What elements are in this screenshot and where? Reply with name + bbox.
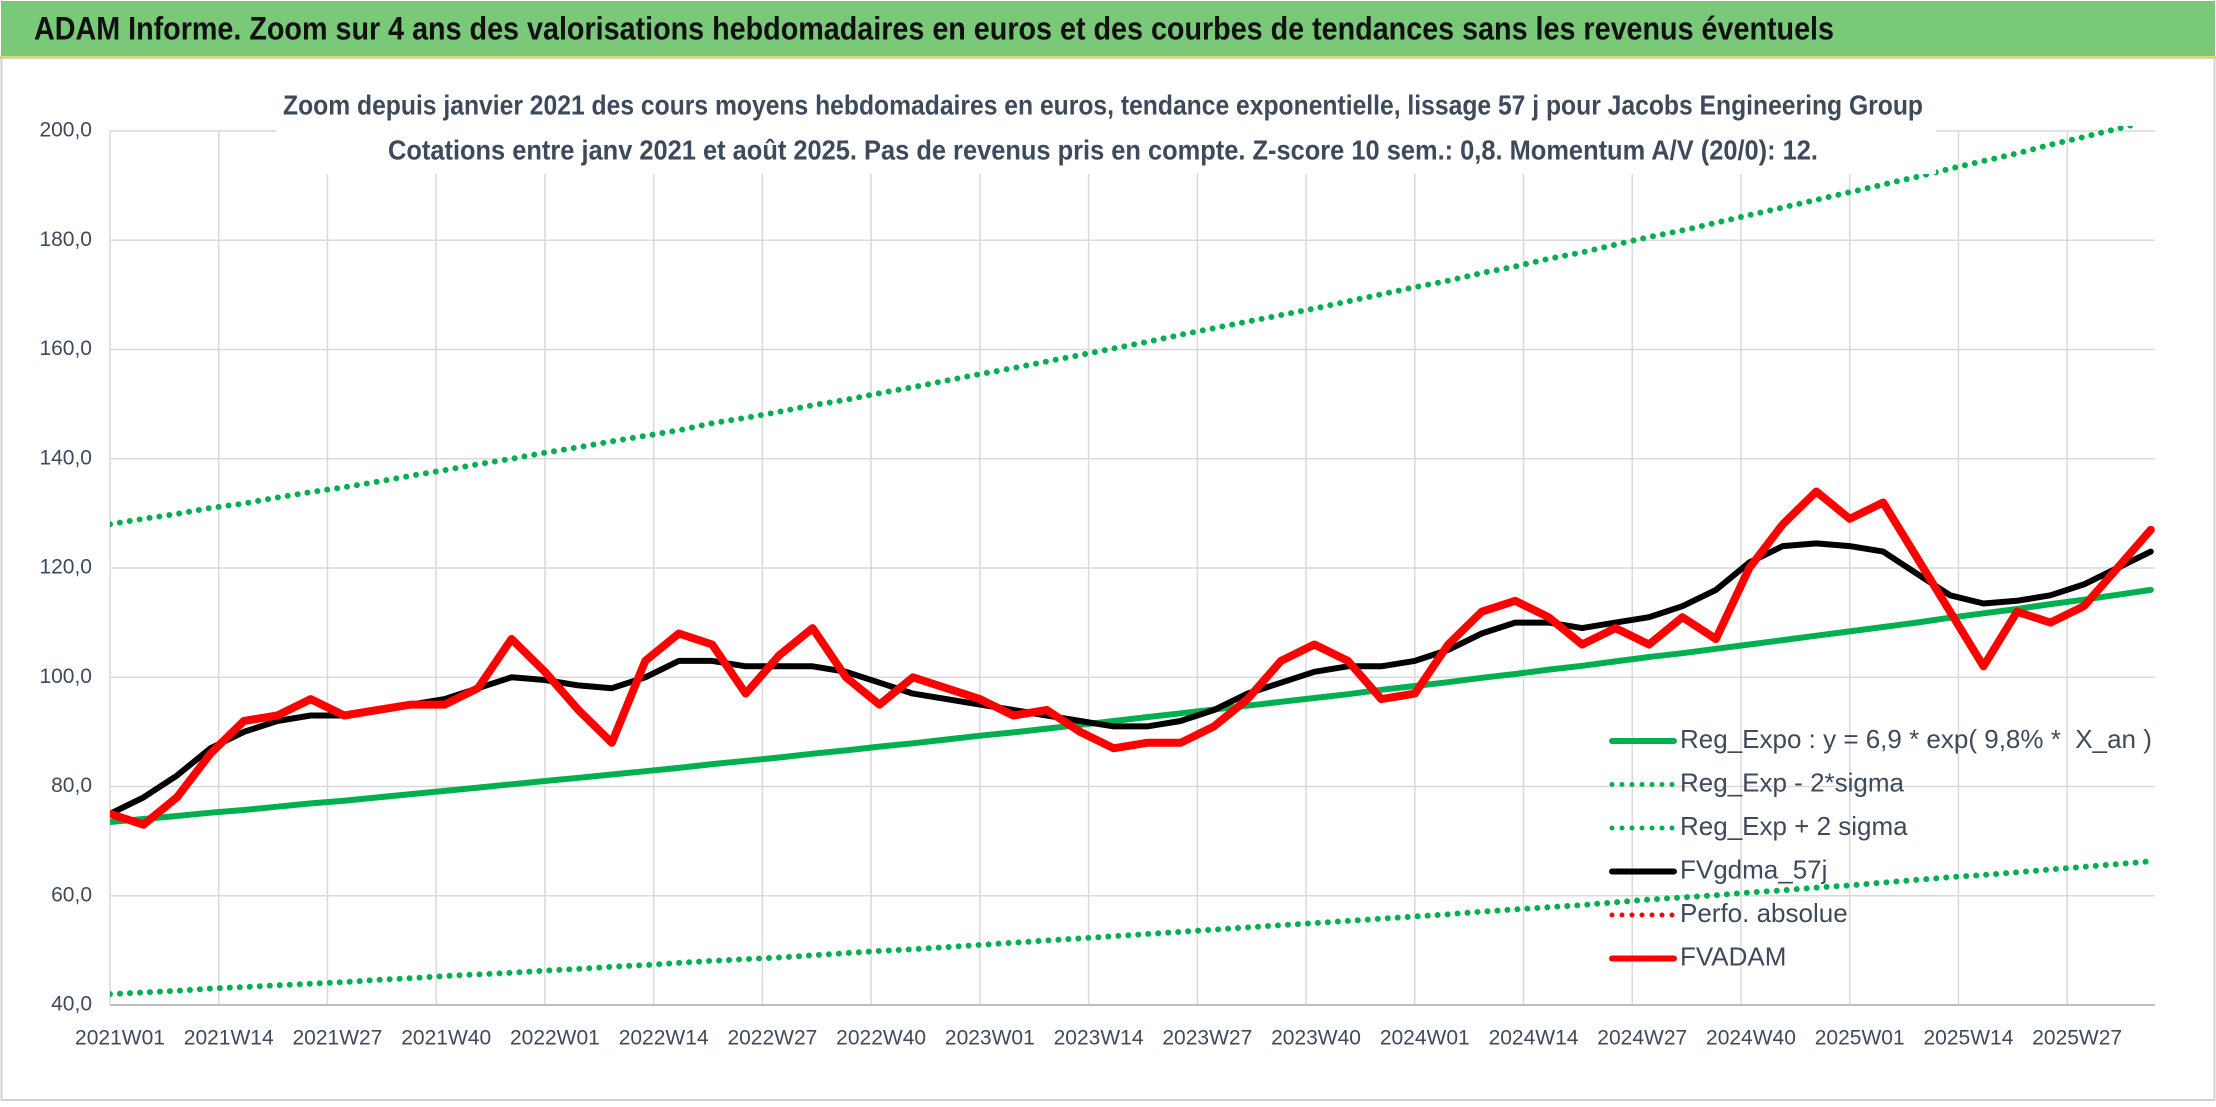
series-line [110,540,2154,817]
y-tick-label: 120,0 [39,556,92,579]
title-box [276,84,1936,174]
plot-lines [110,126,2155,998]
y-tick-label: 80,0 [51,774,92,797]
x-tick-label: 2023W01 [945,1027,1035,1050]
legend-label: Reg_Exp + 2 sigma [1680,811,1908,841]
series-line [110,487,2155,829]
x-tick-label: 2025W27 [2032,1027,2122,1050]
x-tick-label: 2023W40 [1271,1027,1361,1050]
header-bar [1,1,2215,57]
chart-title: Zoom depuis janvier 2021 des cours moyen… [283,89,1923,120]
header-title: ADAM Informe. Zoom sur 4 ans des valoris… [34,10,1834,46]
x-tick-label: 2022W40 [836,1027,926,1050]
series-line [110,586,2154,825]
x-tick-label: 2021W01 [75,1027,165,1050]
y-tick-label: 60,0 [51,883,92,906]
legend-label: Reg_Expo : y = 6,9 * exp( 9,8% * X_an ) [1680,724,2152,754]
series-line [110,858,2154,998]
x-tick-label: 2021W27 [293,1027,383,1050]
legend-label: Reg_Exp - 2*sigma [1680,767,1905,797]
x-tick-label: 2022W27 [727,1027,817,1050]
x-tick-label: 2021W14 [184,1027,274,1050]
labels: 40,0 60,0 80,0 100,0 120,0 140,0 160,0 180,0 200… [39,119,2122,1050]
frame [0,57,2216,1101]
y-tick-label: 160,0 [39,337,92,360]
x-tick-label: 2021W40 [401,1027,491,1050]
legend-label: Perfo. absolue [1680,898,1848,928]
x-tick-label: 2024W40 [1706,1027,1796,1050]
y-tick-label: 100,0 [39,665,92,688]
x-tick-label: 2022W14 [619,1027,709,1050]
legend: Reg_Expo : y = 6,9 * exp( 9,8% * X_an ) R… [1609,724,2152,971]
x-tick-label: 2023W14 [1054,1027,1144,1050]
chart-subtitle: Cotations entre janv 2021 et août 2025. … [388,134,1818,165]
x-tick-label: 2024W27 [1597,1027,1687,1050]
x-tick-label: 2024W01 [1380,1027,1470,1050]
x-tick-label: 2025W14 [1923,1027,2013,1050]
grid [109,130,2155,1006]
y-tick-label: 200,0 [39,119,92,142]
y-tick-label: 180,0 [39,228,92,251]
legend-label: FVgdma_57j [1680,854,1827,884]
x-tick-label: 2023W27 [1162,1027,1252,1050]
x-tick-label: 2022W01 [510,1027,600,1050]
x-tick-label: 2025W01 [1815,1027,1905,1050]
legend-label: FVADAM [1680,941,1786,971]
x-tick-label: 2024W14 [1489,1027,1579,1050]
y-tick-label: 140,0 [39,446,92,469]
y-tick-label: 40,0 [51,993,92,1016]
series-line [110,126,2141,528]
